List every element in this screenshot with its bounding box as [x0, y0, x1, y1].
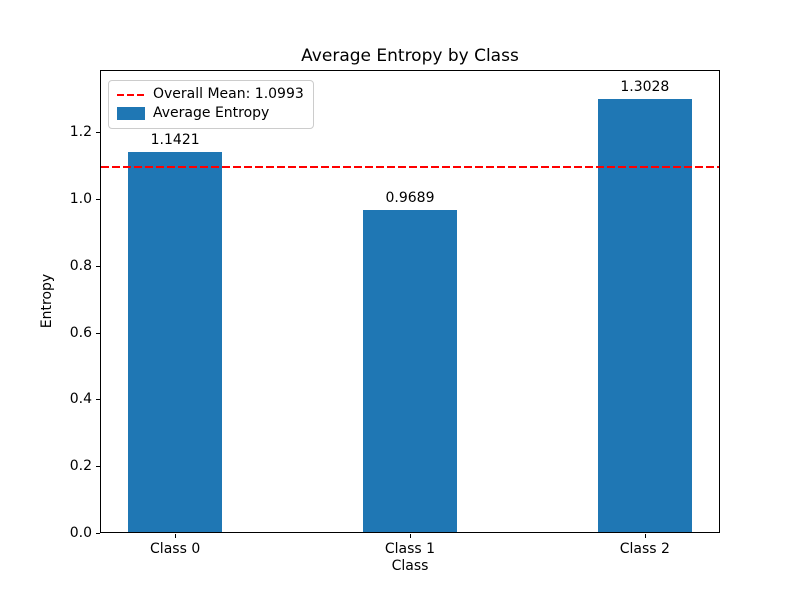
bar-class-1 — [363, 210, 457, 532]
y-tick-label: 1.2 — [69, 124, 92, 141]
x-axis-label: Class — [391, 558, 429, 574]
legend-entry-average-entropy: Average Entropy — [117, 104, 304, 123]
dashed-line-legend-icon — [117, 93, 145, 96]
bar-value-label: 0.9689 — [385, 190, 435, 207]
y-tick-mark — [96, 333, 100, 334]
legend: Overall Mean: 1.0993 Average Entropy — [108, 80, 314, 129]
legend-label-series: Average Entropy — [153, 105, 270, 121]
y-axis-label: Entropy — [39, 273, 55, 329]
y-tick-label: 0.0 — [69, 525, 92, 541]
y-tick-mark — [96, 199, 100, 200]
y-tick-mark — [96, 399, 100, 400]
bar-class-2 — [597, 98, 692, 532]
y-tick-mark — [96, 466, 100, 467]
bar-value-label: 1.3028 — [620, 78, 670, 95]
bar-value-label: 1.1421 — [150, 132, 200, 149]
bar-class-0 — [128, 152, 223, 532]
plot-area: Overall Mean: 1.0993 Average Entropy — [100, 70, 720, 533]
y-tick-label: 0.6 — [69, 324, 92, 341]
chart-title: Average Entropy by Class — [301, 46, 519, 66]
mean-line — [101, 165, 719, 168]
x-tick-mark — [645, 534, 646, 538]
y-tick-label: 0.4 — [69, 391, 92, 408]
y-tick-label: 0.8 — [69, 257, 92, 274]
x-tick-label: Class 2 — [619, 541, 670, 557]
y-tick-mark — [96, 533, 100, 534]
legend-label-mean: Overall Mean: 1.0993 — [153, 86, 304, 102]
x-tick-mark — [410, 534, 411, 538]
x-tick-label: Class 0 — [150, 541, 201, 557]
y-tick-label: 1.0 — [69, 190, 92, 207]
legend-entry-mean-line: Overall Mean: 1.0993 — [117, 85, 304, 104]
y-tick-mark — [96, 266, 100, 267]
y-tick-label: 0.2 — [69, 458, 92, 475]
y-tick-mark — [96, 132, 100, 133]
x-tick-label: Class 1 — [384, 541, 436, 557]
x-tick-mark — [175, 534, 176, 538]
bar-patch-legend-icon — [117, 107, 145, 120]
